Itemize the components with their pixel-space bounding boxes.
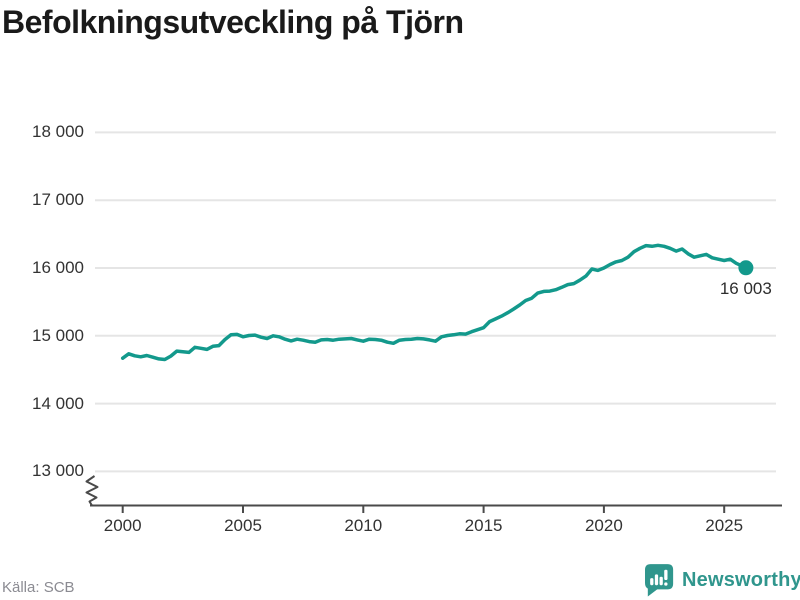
chart-title: Befolkningsutveckling på Tjörn <box>2 4 464 40</box>
newsworthy-brand[interactable]: Newsworthy <box>645 564 800 597</box>
y-axis-label: 15 000 <box>32 325 84 345</box>
x-axis-label: 2005 <box>224 516 262 535</box>
newsworthy-wordmark: Newsworthy <box>682 569 800 591</box>
y-axis-break-icon <box>85 475 99 507</box>
y-axis-label: 18 000 <box>32 122 84 142</box>
x-axis-label: 2025 <box>705 516 744 535</box>
end-value-label: 16 003 <box>719 278 772 298</box>
gridlines <box>95 131 776 473</box>
x-axis-label: 2020 <box>584 516 623 535</box>
y-axis-label: 13 000 <box>32 461 84 481</box>
newsworthy-logo-icon <box>645 564 674 597</box>
x-axis-label: 2010 <box>344 516 383 535</box>
y-axis-label: 17 000 <box>32 190 84 210</box>
population-line <box>120 243 748 362</box>
source-label: Källa: SCB <box>2 579 75 596</box>
x-axis-label: 2015 <box>464 516 503 535</box>
end-point-marker <box>738 260 754 276</box>
y-axis-label: 16 000 <box>32 258 84 277</box>
y-axis-label: 14 000 <box>32 393 84 413</box>
x-axis-label: 2000 <box>103 516 142 535</box>
x-axis-ticks <box>121 506 726 513</box>
